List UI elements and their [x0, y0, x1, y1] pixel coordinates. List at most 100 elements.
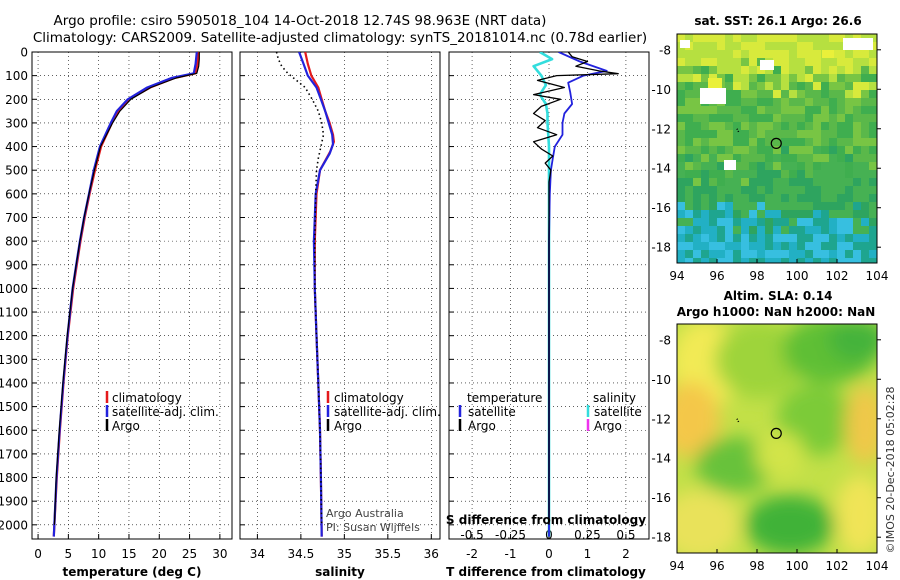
sst-cell [765, 210, 773, 218]
sst-cell [813, 98, 821, 106]
sst-cell [765, 154, 773, 162]
sst-cell [813, 138, 821, 146]
sst-cell [749, 234, 757, 242]
sst-cell [789, 58, 797, 66]
sst-cell [733, 226, 741, 234]
sst-cell [797, 146, 805, 154]
sst-cell [861, 58, 869, 66]
sst-cell [789, 74, 797, 82]
sst-cell [813, 194, 821, 202]
sst-cell [733, 250, 741, 258]
sst-cell [677, 114, 685, 122]
sst-cell [869, 202, 877, 210]
chart-title-line2: Climatology: CARS2009. Satellite-adjuste… [33, 30, 647, 46]
sst-cell [781, 146, 789, 154]
sst-cell [829, 226, 837, 234]
sst-cell [813, 186, 821, 194]
sst-cell [733, 50, 741, 58]
sst-cell [829, 82, 837, 90]
sst-cell [685, 146, 693, 154]
salinity-xlabel: salinity [315, 565, 365, 579]
sst-cell [805, 138, 813, 146]
sst-cell [773, 178, 781, 186]
sst-cell [805, 122, 813, 130]
sst-cell [789, 50, 797, 58]
sla-map-frame [676, 323, 878, 554]
sst-cell [861, 186, 869, 194]
sst-cell [789, 202, 797, 210]
sst-cell [797, 66, 805, 74]
sst-cell [749, 50, 757, 58]
sst-cell [853, 154, 861, 162]
sst-cell [701, 58, 709, 66]
sst-cell [693, 146, 701, 154]
x-tick-label: 20 [152, 547, 167, 561]
sst-cell [861, 194, 869, 202]
sst-cell [733, 258, 741, 263]
sst-cell [773, 218, 781, 226]
sst-cell [845, 186, 853, 194]
difference-legend-temperature: temperature satellite Argo [458, 391, 542, 433]
sst-cell [805, 42, 813, 50]
sst-cell [845, 242, 853, 250]
sst-cell [789, 178, 797, 186]
sst-cell [757, 114, 765, 122]
sst-cell [701, 170, 709, 178]
sst-cell [677, 82, 685, 90]
sst-cell [861, 250, 869, 258]
sst-cell [685, 194, 693, 202]
sst-cell [733, 42, 741, 50]
legend-label-s-satellite: satellite [594, 405, 642, 419]
sst-cell [805, 226, 813, 234]
sst-cell [757, 234, 765, 242]
depth-tick-label: 200 [5, 93, 28, 107]
sst-cell [829, 250, 837, 258]
sst-cell [765, 98, 773, 106]
sst-cell [701, 218, 709, 226]
map-y-tick-label: -10 [651, 373, 671, 387]
sst-cell [869, 74, 877, 82]
sst-cell [797, 106, 805, 114]
sst-cell [677, 130, 685, 138]
chart-title-line1: Argo profile: csiro 5905018_104 14-Oct-2… [54, 13, 547, 29]
sst-cell [837, 162, 845, 170]
map-x-tick-label: 98 [749, 269, 764, 283]
sst-cell [677, 170, 685, 178]
sst-cell [813, 210, 821, 218]
legend-title-temperature: temperature [467, 391, 542, 405]
sst-cell [717, 106, 725, 114]
sst-cell [773, 162, 781, 170]
sst-cell [829, 258, 837, 263]
sst-cell [757, 210, 765, 218]
sst-cell [741, 250, 749, 258]
sst-cell [677, 138, 685, 146]
sst-cell [797, 202, 805, 210]
sst-warm-patch [822, 50, 834, 58]
sst-cell [717, 250, 725, 258]
sst-cell [709, 234, 717, 242]
sst-cell [677, 178, 685, 186]
sst-cell [821, 186, 829, 194]
sst-cell [677, 74, 685, 82]
sst-cell [845, 210, 853, 218]
sst-cell [725, 90, 733, 98]
sst-cell [773, 34, 781, 42]
sst-cell [749, 250, 757, 258]
depth-tick-label: 0 [20, 46, 28, 60]
sst-cell [701, 50, 709, 58]
sst-cell [805, 130, 813, 138]
sst-cell [709, 162, 717, 170]
sst-cell [797, 82, 805, 90]
sst-cell [773, 210, 781, 218]
sst-cell [781, 162, 789, 170]
sst-cell [733, 98, 741, 106]
sst-cell [805, 242, 813, 250]
sst-cell [717, 138, 725, 146]
sst-cell [869, 178, 877, 186]
sst-cell [685, 74, 693, 82]
sst-cell [845, 106, 853, 114]
legend-label-satellite: satellite-adj. clim. [112, 405, 219, 419]
sst-cell [821, 34, 829, 42]
sst-cell [757, 42, 765, 50]
legend-label-argo: Argo [334, 419, 362, 433]
